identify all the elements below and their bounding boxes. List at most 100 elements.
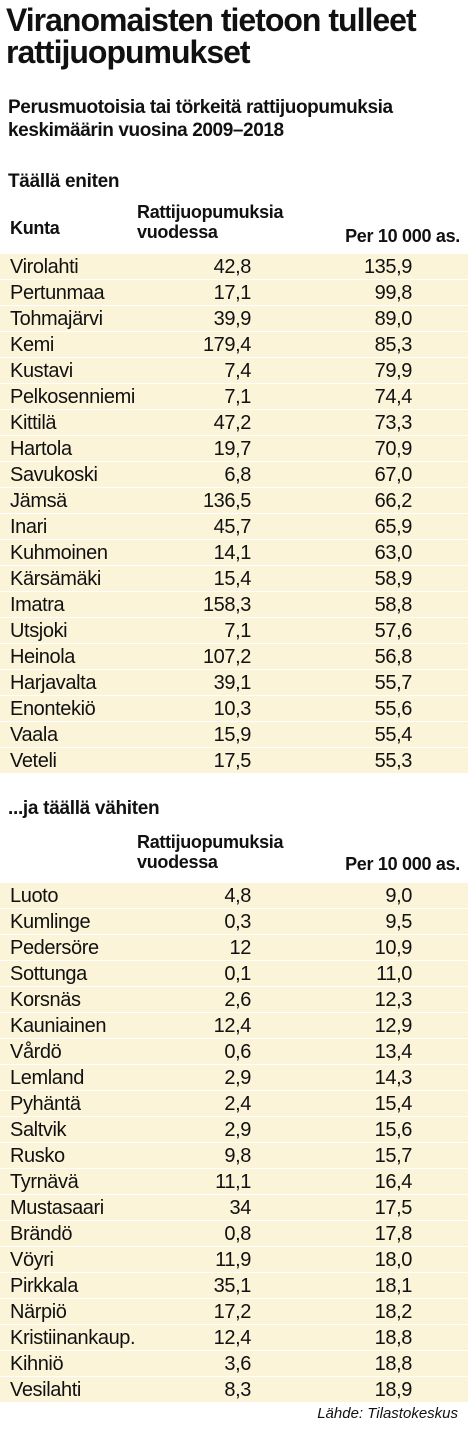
per-capita-cell: 74,4 <box>374 386 413 408</box>
count-cell: 8,3 <box>224 1379 251 1401</box>
table-row: Kärsämäki 15,4 58,9 <box>0 566 468 592</box>
count-cell: 7,1 <box>224 386 251 408</box>
count-cell: 3,6 <box>224 1353 251 1375</box>
per-capita-cell: 70,9 <box>374 438 413 460</box>
municipality-cell: Imatra <box>10 594 65 616</box>
count-cell: 10,3 <box>213 698 252 720</box>
municipality-cell: Jämsä <box>10 490 67 512</box>
per-capita-cell: 16,4 <box>374 1171 413 1193</box>
per-capita-cell: 55,4 <box>374 724 413 746</box>
count-cell: 2,4 <box>224 1093 251 1115</box>
municipality-cell: Kemi <box>10 334 54 356</box>
municipality-cell: Kustavi <box>10 360 73 382</box>
municipality-cell: Mustasaari <box>10 1197 104 1219</box>
municipality-cell: Hartola <box>10 438 72 460</box>
table-row: Utsjoki 7,1 57,6 <box>0 618 468 644</box>
count-cell: 12 <box>229 937 252 959</box>
count-cell: 4,8 <box>224 885 251 907</box>
table-row: Virolahti 42,8 135,9 <box>0 254 468 280</box>
per-capita-cell: 9,0 <box>385 885 412 907</box>
count-cell: 2,9 <box>224 1067 251 1089</box>
count-cell: 39,1 <box>213 672 252 694</box>
municipality-cell: Vesilahti <box>10 1379 81 1401</box>
count-cell: 12,4 <box>213 1327 252 1349</box>
count-cell: 7,1 <box>224 620 251 642</box>
municipality-cell: Enontekiö <box>10 698 96 720</box>
per-capita-cell: 55,7 <box>374 672 413 694</box>
count-cell: 179,4 <box>202 334 251 356</box>
per-capita-cell: 18,8 <box>374 1327 413 1349</box>
table-row: Brändö 0,8 17,8 <box>0 1221 468 1247</box>
per-capita-cell: 11,0 <box>376 963 412 985</box>
municipality-cell: Pyhäntä <box>10 1093 81 1115</box>
table-row: Luoto 4,8 9,0 <box>0 883 468 909</box>
table-row: Pirkkala 35,1 18,1 <box>0 1273 468 1299</box>
count-cell: 17,2 <box>213 1301 252 1323</box>
count-cell: 0,1 <box>224 963 251 985</box>
per-capita-cell: 18,8 <box>374 1353 413 1375</box>
count-cell: 17,1 <box>213 282 252 304</box>
per-capita-cell: 17,8 <box>374 1223 413 1245</box>
table-row: Savukoski 6,8 67,0 <box>0 462 468 488</box>
municipality-cell: Veteli <box>10 750 57 772</box>
bottom-table-title: ...ja täällä vähiten <box>8 798 160 819</box>
per-capita-cell: 14,3 <box>374 1067 413 1089</box>
municipality-cell: Tyrnävä <box>10 1171 79 1193</box>
table-row: Kristiinankaup. 12,4 18,8 <box>0 1325 468 1351</box>
bottom-header-count: Rattijuopumuksia vuodessa <box>137 832 284 872</box>
count-cell: 11,9 <box>215 1249 251 1271</box>
municipality-cell: Pelkosenniemi <box>10 386 135 408</box>
count-cell: 34 <box>229 1197 252 1219</box>
table-row: Tyrnävä 11,1 16,4 <box>0 1169 468 1195</box>
table-row: Vaala 15,9 55,4 <box>0 722 468 748</box>
table-row: Lemland 2,9 14,3 <box>0 1065 468 1091</box>
per-capita-cell: 15,4 <box>374 1093 413 1115</box>
municipality-cell: Utsjoki <box>10 620 68 642</box>
per-capita-cell: 18,1 <box>374 1275 413 1297</box>
count-cell: 47,2 <box>213 412 252 434</box>
count-cell: 35,1 <box>213 1275 252 1297</box>
per-capita-cell: 12,9 <box>374 1015 413 1037</box>
table-row: Kittilä 47,2 73,3 <box>0 410 468 436</box>
count-cell: 2,6 <box>224 989 251 1011</box>
count-cell: 136,5 <box>202 490 251 512</box>
per-capita-cell: 58,9 <box>374 568 413 590</box>
table-row: Vårdö 0,6 13,4 <box>0 1039 468 1065</box>
count-cell: 107,2 <box>202 646 251 668</box>
chart-title: Viranomaisten tietoon tulleet rattijuopu… <box>6 2 417 70</box>
per-capita-cell: 79,9 <box>374 360 413 382</box>
table-row: Imatra 158,3 58,8 <box>0 592 468 618</box>
count-cell: 9,8 <box>224 1145 251 1167</box>
table-row: Vöyri 11,9 18,0 <box>0 1247 468 1273</box>
per-capita-cell: 12,3 <box>374 989 413 1011</box>
per-capita-cell: 18,2 <box>374 1301 413 1323</box>
per-capita-cell: 85,3 <box>374 334 413 356</box>
municipality-cell: Savukoski <box>10 464 98 486</box>
per-capita-cell: 55,6 <box>374 698 413 720</box>
municipality-cell: Kumlinge <box>10 911 91 933</box>
per-capita-cell: 99,8 <box>374 282 413 304</box>
municipality-cell: Heinola <box>10 646 76 668</box>
count-cell: 15,4 <box>213 568 252 590</box>
municipality-cell: Lemland <box>10 1067 84 1089</box>
table-row: Mustasaari 34 17,5 <box>0 1195 468 1221</box>
per-capita-cell: 63,0 <box>374 542 413 564</box>
table-row: Saltvik 2,9 15,6 <box>0 1117 468 1143</box>
municipality-cell: Vårdö <box>10 1041 62 1063</box>
municipality-cell: Harjavalta <box>10 672 97 694</box>
count-cell: 0,6 <box>224 1041 251 1063</box>
per-capita-cell: 65,9 <box>374 516 413 538</box>
municipality-cell: Kittilä <box>10 412 57 434</box>
per-capita-cell: 67,0 <box>374 464 413 486</box>
municipality-cell: Sottunga <box>10 963 87 985</box>
chart-subtitle: Perusmuotoisia tai törkeitä rattijuopumu… <box>8 97 393 141</box>
table-row: Kustavi 7,4 79,9 <box>0 358 468 384</box>
per-capita-cell: 57,6 <box>374 620 413 642</box>
table-row: Korsnäs 2,6 12,3 <box>0 987 468 1013</box>
per-capita-cell: 9,5 <box>385 911 412 933</box>
municipality-cell: Luoto <box>10 885 59 907</box>
count-cell: 45,7 <box>213 516 252 538</box>
count-cell: 14,1 <box>213 542 252 564</box>
per-capita-cell: 18,0 <box>374 1249 413 1271</box>
table-row: Inari 45,7 65,9 <box>0 514 468 540</box>
